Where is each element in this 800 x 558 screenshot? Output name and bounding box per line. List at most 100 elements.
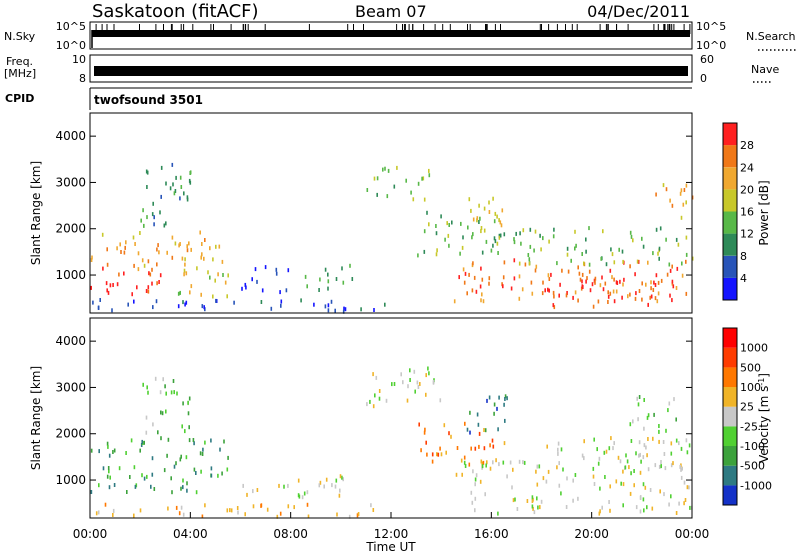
power-cell [680, 215, 683, 220]
velocity-colorbar-label-sup: -1 [757, 378, 766, 386]
velocity-cell [609, 484, 611, 489]
velocity-cell [491, 438, 494, 443]
velocity-cell [193, 467, 196, 472]
velocity-cell [613, 441, 615, 446]
power-cell [548, 277, 551, 281]
velocity-cell [416, 380, 419, 385]
velocity-cell [598, 511, 601, 516]
velocity-cell [242, 483, 244, 488]
power-cell [461, 245, 464, 250]
power-cell [513, 258, 516, 263]
power-cell [131, 292, 133, 297]
power-cell [649, 295, 651, 300]
power-cell [496, 241, 499, 246]
velocity-cell [483, 428, 485, 432]
power-cell [548, 288, 550, 293]
velocity-cell [592, 474, 595, 479]
power-cell [641, 281, 643, 286]
power-cell [423, 197, 426, 202]
power-cell [572, 295, 574, 300]
power-cell [666, 272, 669, 277]
velocity-colorbar-tick: 1000 [740, 342, 768, 355]
power-cell [534, 229, 537, 234]
power-cell [186, 197, 189, 202]
power-cell [185, 300, 188, 305]
power-cell [179, 196, 181, 201]
velocity-cell [461, 472, 463, 477]
velocity-cell [118, 466, 121, 471]
power-cell [422, 176, 425, 181]
power-cell [636, 259, 639, 264]
velocity-cell [193, 441, 195, 446]
freq-tick-high: 10 [72, 53, 86, 66]
power-cell [157, 243, 159, 248]
velocity-colorbar-tick: -500 [740, 460, 765, 473]
power-cell [500, 223, 503, 228]
power-cell [503, 232, 506, 237]
power-cell [609, 268, 612, 273]
velocity-ytick-label: 1000 [55, 473, 86, 487]
velocity-cell [357, 512, 360, 516]
velocity-cell [341, 475, 343, 480]
power-cell [324, 267, 327, 272]
power-cell [472, 261, 474, 266]
velocity-cell [133, 513, 135, 518]
velocity-cell [633, 483, 635, 488]
power-cell [215, 298, 217, 303]
power-cell [376, 176, 379, 181]
velocity-cell [160, 436, 162, 441]
power-cell [160, 194, 162, 199]
velocity-cell [151, 472, 154, 477]
velocity-cell [647, 413, 650, 418]
velocity-cell [481, 464, 484, 469]
velocity-cell [536, 482, 539, 487]
power-cell [481, 277, 484, 282]
power-cell [542, 280, 544, 285]
power-cell [642, 244, 645, 249]
power-cell [685, 259, 687, 264]
time-xlabel: Time UT [365, 540, 416, 554]
velocity-cell [474, 477, 477, 482]
velocity-cell [334, 484, 337, 489]
power-cell [147, 289, 150, 294]
velocity-cell [456, 446, 459, 450]
power-cell [622, 282, 624, 287]
power-cell [629, 264, 631, 269]
power-cell [146, 215, 148, 220]
velocity-cell [466, 427, 469, 432]
power-cell [471, 235, 473, 240]
power-cell [669, 268, 672, 273]
power-cell [196, 266, 198, 271]
power-cell [552, 234, 555, 239]
power-cell [629, 292, 631, 297]
velocity-cell [223, 439, 225, 444]
power-cell [599, 283, 602, 288]
power-cell [151, 281, 153, 286]
velocity-cell [522, 460, 524, 465]
power-cell [189, 290, 191, 295]
power-cell [264, 265, 267, 270]
power-cell [602, 287, 605, 292]
velocity-cell [331, 483, 333, 488]
power-cell [482, 299, 485, 304]
velocity-cell [164, 384, 166, 389]
power-ylabel: Slant Range [km] [29, 161, 43, 265]
power-cell [327, 272, 329, 277]
power-cell [647, 260, 649, 265]
velocity-cell [301, 495, 304, 500]
power-cell [518, 274, 521, 279]
power-cell [652, 251, 654, 256]
power-cell [567, 269, 570, 274]
velocity-cell [558, 483, 561, 488]
power-cell [209, 275, 211, 280]
power-cell [179, 242, 181, 246]
power-cell [481, 250, 484, 255]
power-cell [483, 228, 486, 233]
velocity-cell [108, 485, 111, 490]
velocity-cell [427, 366, 429, 371]
power-cell [552, 303, 555, 308]
power-cell [609, 291, 612, 296]
velocity-ytick-label: 2000 [55, 427, 86, 441]
velocity-cell [503, 441, 506, 446]
power-cell [581, 272, 584, 277]
